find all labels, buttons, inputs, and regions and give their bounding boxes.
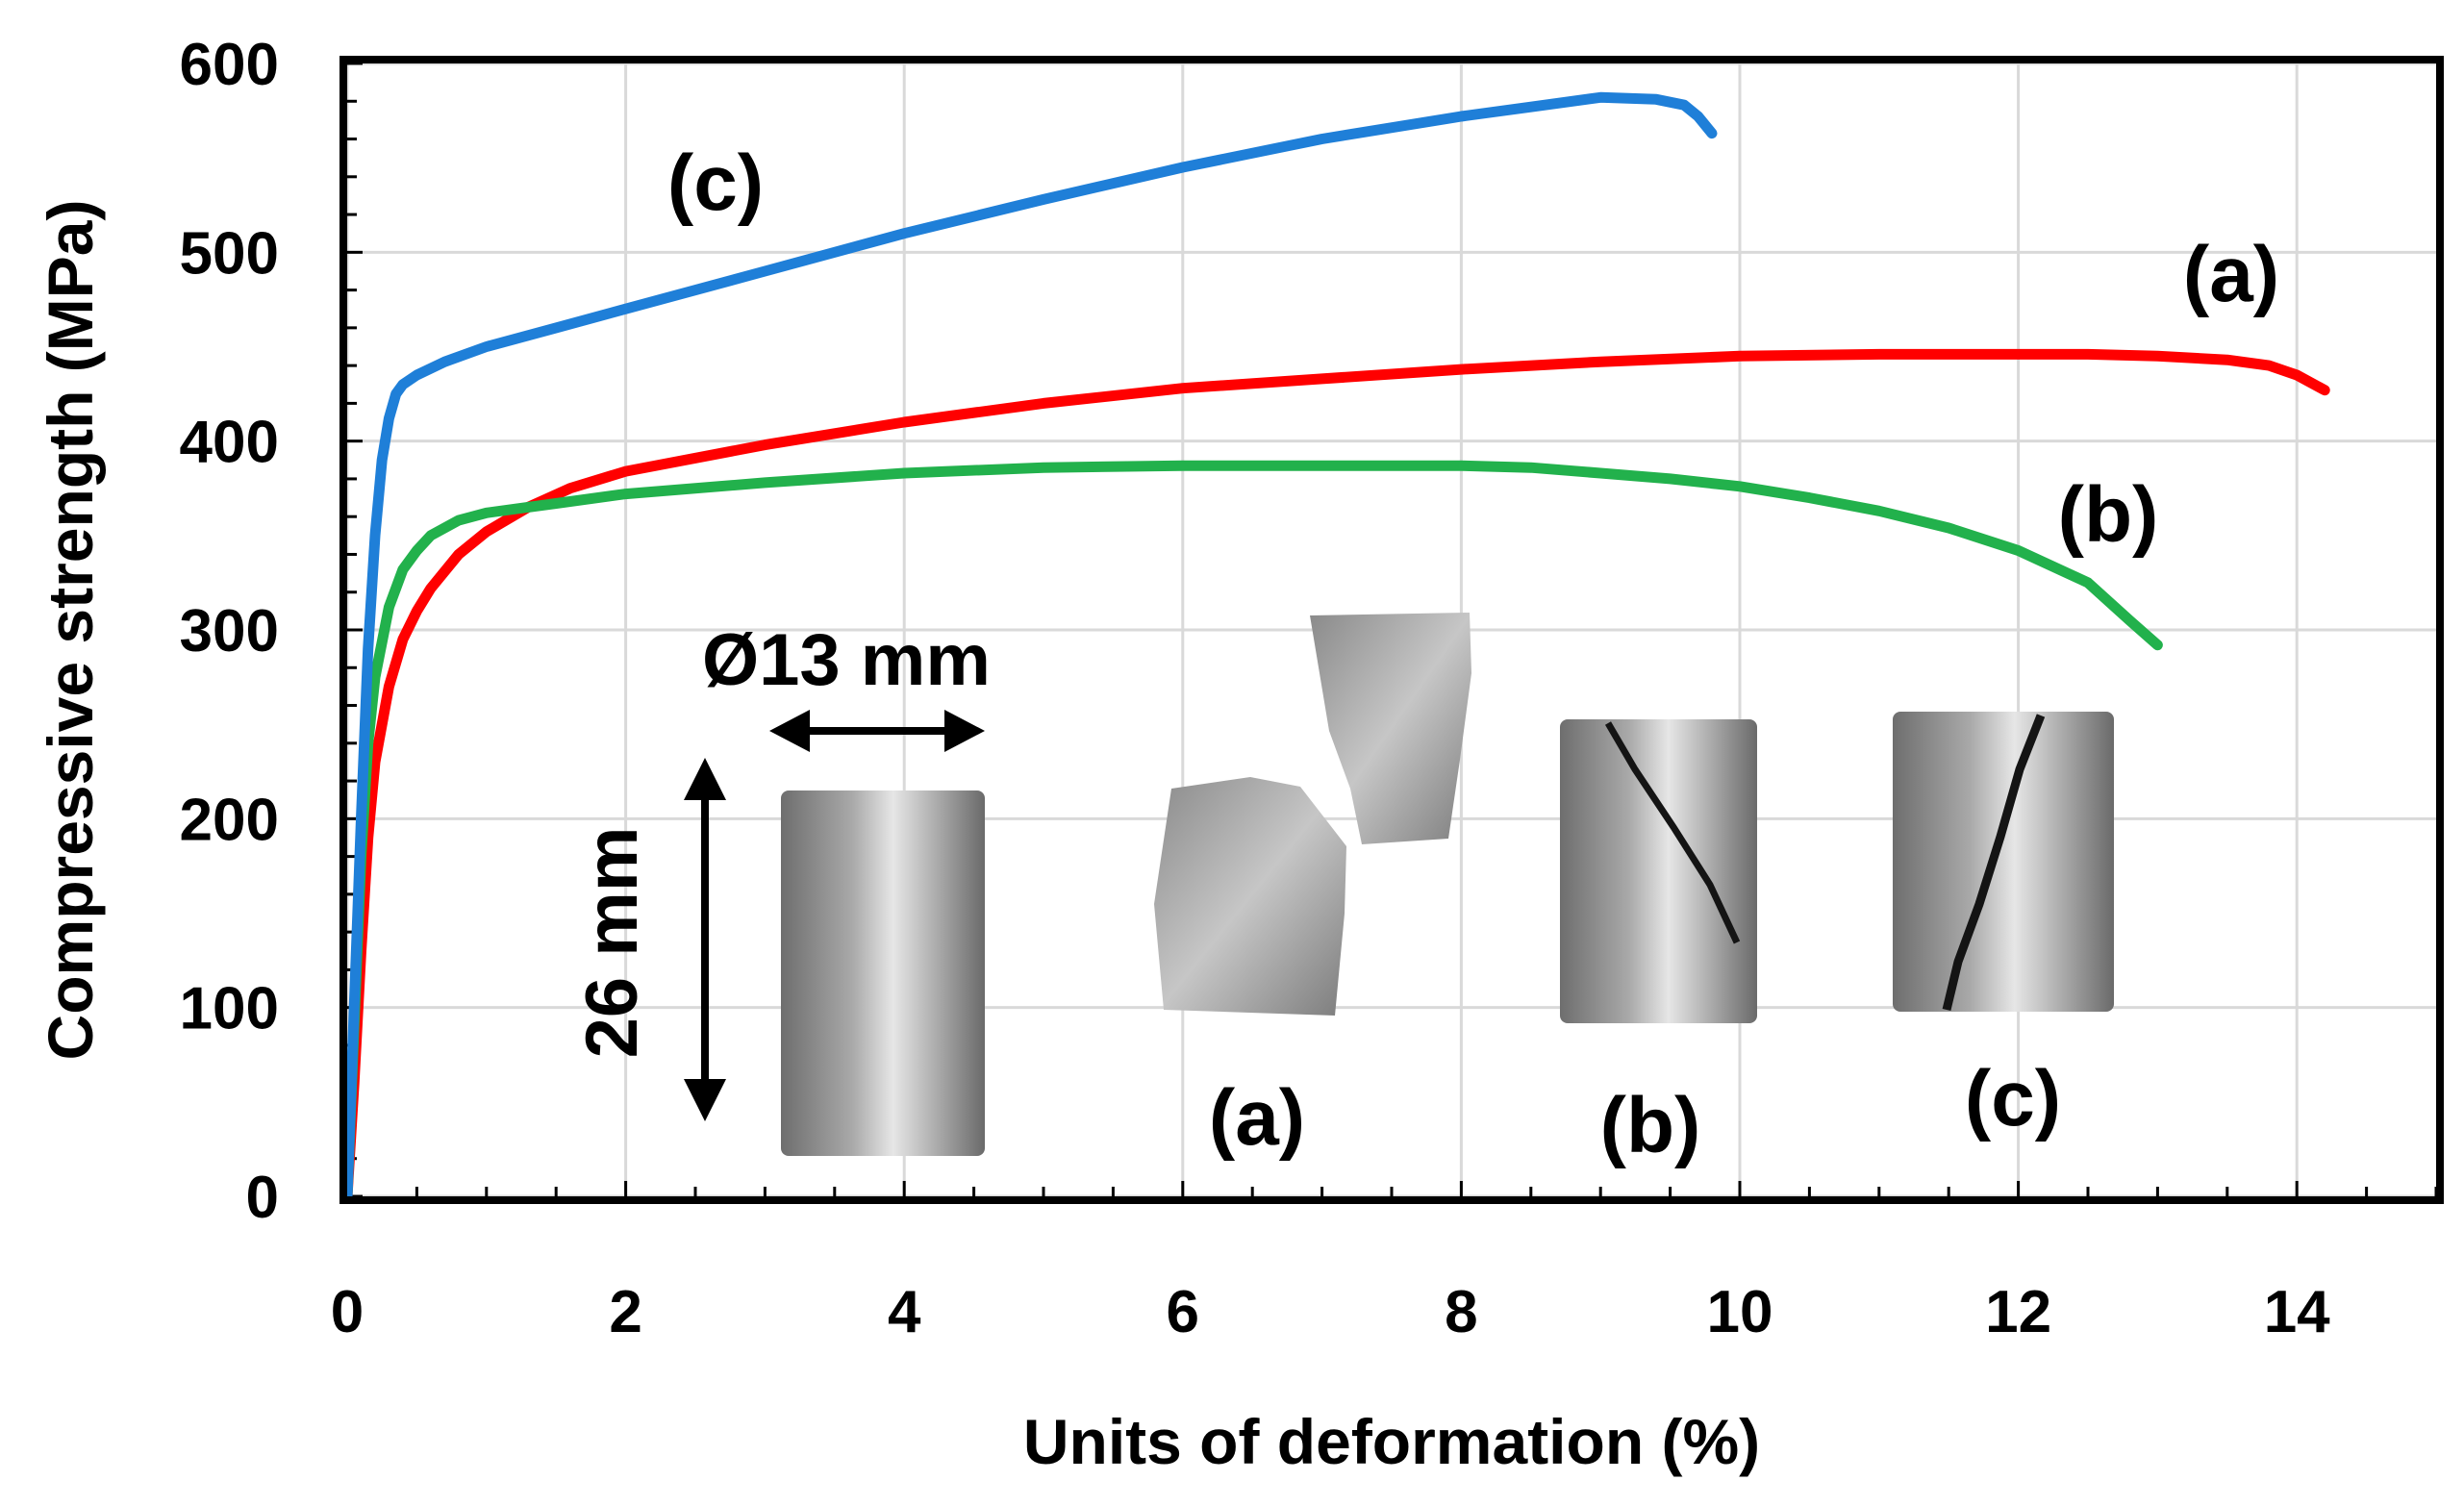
specimen-photos xyxy=(781,613,2114,1156)
x-tick-label-6: 12 xyxy=(1985,1279,2051,1345)
series-line-1 xyxy=(341,348,2330,1202)
y-tick-label-2: 200 xyxy=(180,787,279,853)
height-arrow-bottom-head xyxy=(684,1079,726,1121)
specimen-c-crack xyxy=(1942,714,2046,1012)
width-arrow-left-head xyxy=(769,710,810,752)
curve-label-a: (a) xyxy=(2183,231,2279,318)
x-tick-label-1: 2 xyxy=(609,1279,641,1345)
x-tick-label-4: 8 xyxy=(1445,1279,1477,1345)
x-tick-label-7: 14 xyxy=(2264,1279,2330,1345)
y-axis-title: Compressive strength (MPa) xyxy=(35,200,106,1061)
specimen-label-c: (c) xyxy=(1965,1055,2061,1142)
series-line-3 xyxy=(341,91,1718,1202)
specimen-b-photo xyxy=(1560,719,1757,1023)
x-tick-labels: 0 2 4 6 8 10 12 14 xyxy=(331,1279,2330,1345)
specimen-intact-photo xyxy=(781,791,985,1156)
height-arrow-top-head xyxy=(684,758,726,800)
y-tick-label-6: 600 xyxy=(180,32,279,98)
specimen-c-photo xyxy=(1893,712,2114,1012)
y-tick-label-0: 0 xyxy=(246,1165,279,1231)
curve-label-b: (b) xyxy=(2058,471,2159,559)
x-axis-title: Units of deformation (%) xyxy=(1023,1406,1760,1477)
y-tick-label-4: 400 xyxy=(180,410,279,476)
plot-frame xyxy=(339,56,2444,1204)
dimension-arrows xyxy=(684,710,985,1121)
curve-label-c: (c) xyxy=(667,139,764,227)
y-tick-label-5: 500 xyxy=(180,220,279,287)
diameter-label: Ø13 mm xyxy=(702,619,991,701)
specimen-a-photo xyxy=(1310,613,1471,844)
y-tick-labels: 0 100 200 300 400 500 600 xyxy=(180,32,279,1231)
x-tick-label-2: 4 xyxy=(888,1279,921,1345)
y-tick-label-3: 300 xyxy=(180,598,279,665)
specimen-label-a: (a) xyxy=(1209,1074,1305,1162)
specimen-b-crack xyxy=(1604,721,1741,944)
specimen-a-base-photo xyxy=(1154,777,1346,1016)
data-series xyxy=(341,91,2330,1202)
y-tick-label-1: 100 xyxy=(180,976,279,1042)
width-arrow-right-head xyxy=(944,710,985,752)
height-label: 26 mm xyxy=(571,827,653,1059)
specimen-label-b: (b) xyxy=(1600,1082,1701,1169)
series-line-2 xyxy=(341,460,2163,1202)
x-tick-label-3: 6 xyxy=(1167,1279,1199,1345)
x-tick-label-0: 0 xyxy=(331,1279,364,1345)
x-tick-label-5: 10 xyxy=(1707,1279,1773,1345)
